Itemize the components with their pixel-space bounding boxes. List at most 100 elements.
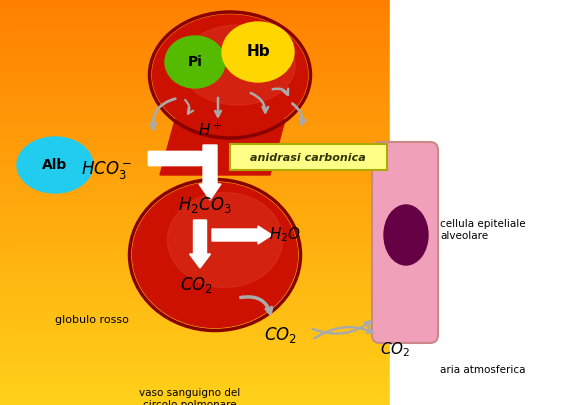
Bar (0, 260, 582, 264)
Bar (0, 314, 582, 318)
Bar (0, 354, 582, 359)
Bar (0, 37, 582, 41)
Bar (0, 270, 582, 274)
Bar (0, 220, 582, 224)
Bar (0, 98, 582, 102)
Bar (0, 297, 582, 301)
Bar (0, 230, 582, 234)
FancyBboxPatch shape (230, 144, 387, 170)
Bar (0, 337, 582, 342)
Bar (0, 122, 582, 126)
Bar (0, 331, 582, 335)
Bar (0, 91, 582, 96)
Bar (0, 118, 582, 122)
Bar (0, 301, 582, 305)
Bar (0, 165, 582, 170)
Bar (0, 388, 582, 392)
Bar (0, 233, 582, 237)
Bar (0, 125, 582, 129)
Bar (0, 327, 582, 332)
Bar (0, 371, 582, 375)
Ellipse shape (180, 25, 296, 105)
FancyArrow shape (190, 220, 211, 268)
Bar (0, 94, 582, 99)
Bar (0, 108, 582, 112)
Text: $H_2CO_3$: $H_2CO_3$ (178, 195, 232, 215)
Bar (0, 58, 582, 62)
Bar (0, 375, 582, 379)
Text: Alb: Alb (42, 158, 68, 172)
Bar (0, 256, 582, 261)
Bar (0, 128, 582, 132)
Ellipse shape (168, 192, 282, 288)
Bar (0, 17, 582, 21)
FancyBboxPatch shape (372, 142, 438, 343)
Bar (0, 61, 582, 65)
Bar (0, 378, 582, 382)
Bar (0, 253, 582, 258)
Bar (0, 159, 582, 163)
Text: aria atmosferica: aria atmosferica (440, 365, 526, 375)
Bar (0, 132, 582, 136)
Text: $H^+$: $H^+$ (198, 122, 222, 139)
Bar (0, 213, 582, 217)
Bar (0, 71, 582, 75)
Bar (0, 351, 582, 355)
Bar (0, 78, 582, 82)
Ellipse shape (152, 15, 307, 135)
Bar (0, 175, 582, 180)
Bar (0, 10, 582, 15)
Bar (0, 304, 582, 308)
Text: $H_2O$: $H_2O$ (269, 226, 301, 244)
Bar (0, 358, 582, 362)
Bar (0, 145, 582, 149)
Bar (0, 135, 582, 139)
Bar (0, 347, 582, 352)
Bar (0, 294, 582, 298)
Bar (0, 392, 582, 396)
Bar (0, 149, 582, 153)
Bar (0, 250, 582, 254)
Bar (0, 284, 582, 288)
Bar (0, 111, 582, 116)
Bar (0, 179, 582, 183)
Bar (0, 385, 582, 389)
Bar (0, 74, 582, 79)
Bar (0, 13, 582, 18)
Bar (0, 243, 582, 247)
Bar (0, 344, 582, 349)
Text: $CO_2$: $CO_2$ (264, 325, 296, 345)
Bar (0, 206, 582, 210)
FancyArrow shape (199, 145, 221, 200)
Bar (0, 263, 582, 268)
Bar (0, 277, 582, 281)
Bar (0, 202, 582, 207)
Bar (0, 273, 582, 278)
Bar (0, 334, 582, 339)
Bar (0, 266, 582, 271)
Bar (0, 311, 582, 315)
Text: anidrasi carbonica: anidrasi carbonica (250, 153, 366, 163)
Bar (0, 246, 582, 251)
Ellipse shape (17, 137, 93, 193)
Bar (0, 44, 582, 48)
Bar (0, 139, 582, 143)
Bar (0, 23, 582, 28)
Text: cellula epiteliale
alveolare: cellula epiteliale alveolare (440, 219, 526, 241)
Bar (0, 290, 582, 294)
Bar (0, 172, 582, 177)
Text: $HCO_3^-$: $HCO_3^-$ (81, 159, 133, 181)
Bar (0, 321, 582, 325)
Bar (0, 307, 582, 311)
Bar (0, 152, 582, 156)
Bar (0, 324, 582, 328)
Bar (0, 0, 582, 4)
Text: Pi: Pi (187, 55, 203, 69)
Bar (0, 364, 582, 369)
Bar (0, 20, 582, 25)
Bar (0, 142, 582, 146)
Bar (0, 30, 582, 35)
Bar (0, 54, 582, 58)
Bar (0, 368, 582, 372)
Bar (0, 68, 582, 72)
